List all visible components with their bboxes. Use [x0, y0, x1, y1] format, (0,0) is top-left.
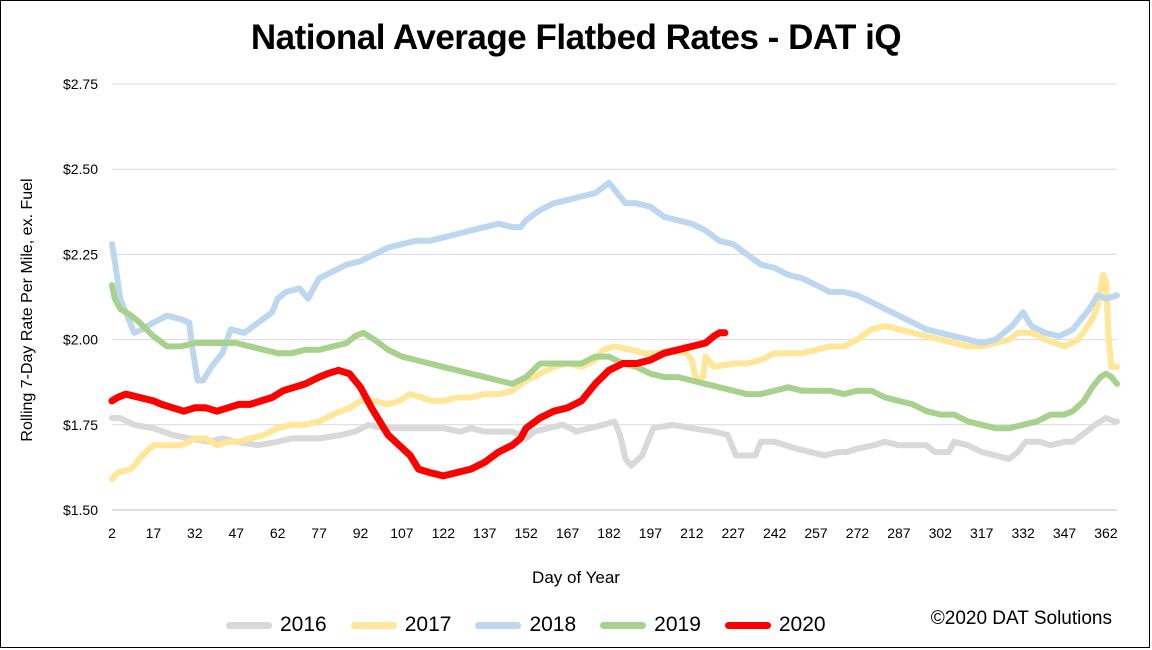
- x-tick-label: 77: [311, 525, 327, 541]
- y-tick-label: $2.25: [63, 246, 98, 262]
- x-tick-label: 212: [680, 525, 704, 541]
- x-tick-label: 287: [887, 525, 911, 541]
- legend-item-2017: 2017: [350, 613, 452, 637]
- chart-title: National Average Flatbed Rates - DAT iQ: [250, 18, 902, 57]
- x-tick-label: 227: [722, 525, 746, 541]
- legend-item-2018: 2018: [475, 613, 576, 637]
- x-tick-label: 242: [763, 525, 787, 541]
- series-line-2020: [108, 329, 729, 480]
- legend-swatch-2016: [226, 621, 272, 629]
- x-axis-label: Day of Year: [532, 568, 620, 587]
- legend-item-2020: 2020: [724, 613, 826, 637]
- legend-swatch-2020: [724, 621, 771, 629]
- y-tick-label: $2.00: [63, 332, 98, 348]
- legend-label-2017: 2017: [404, 613, 452, 636]
- legend-item-2016: 2016: [226, 613, 327, 637]
- series-lines: [108, 179, 1120, 483]
- y-tick-labels: $1.50 $1.75 $2.00 $2.25 $2.50 $2.75: [63, 76, 98, 518]
- series-line-2016: [109, 415, 1120, 469]
- x-tick-label: 32: [187, 525, 203, 541]
- y-tick-label: $2.50: [63, 161, 98, 177]
- legend-item-2019: 2019: [600, 613, 701, 637]
- y-tick-label: $1.50: [63, 502, 98, 518]
- x-tick-label: 152: [514, 525, 538, 541]
- legend-swatch-2018: [475, 621, 522, 629]
- x-tick-label: 137: [473, 525, 497, 541]
- series-line-2017: [109, 271, 1120, 483]
- legend-label-2016: 2016: [280, 613, 327, 636]
- x-tick-label: 197: [639, 525, 663, 541]
- x-tick-label: 302: [929, 525, 953, 541]
- x-tick-label: 107: [390, 525, 414, 541]
- legend-label-2020: 2020: [778, 613, 826, 636]
- x-tick-label: 167: [556, 525, 580, 541]
- x-tick-label: 362: [1094, 525, 1118, 541]
- legend: 2016 2017 2018 2019 2020: [226, 613, 850, 637]
- copyright-credit: ©2020 DAT Solutions: [930, 608, 1112, 629]
- x-tick-label: 17: [146, 525, 162, 541]
- legend-swatch-2019: [600, 621, 647, 629]
- x-tick-label: 272: [846, 525, 870, 541]
- x-tick-label: 182: [597, 525, 621, 541]
- y-tick-label: $1.75: [63, 417, 98, 433]
- y-tick-label: $2.75: [63, 76, 98, 92]
- legend-label-2019: 2019: [654, 613, 701, 636]
- x-tick-label: 92: [353, 525, 369, 541]
- legend-label-2018: 2018: [529, 613, 577, 636]
- x-tick-label: 332: [1011, 525, 1035, 541]
- x-tick-labels: 2 17 32 47 62 77 92 107 122 137 152 167 182 197 212 227…: [108, 525, 1118, 541]
- legend-swatch-2017: [350, 621, 397, 629]
- series-line-2019: [109, 282, 1120, 432]
- x-tick-label: 347: [1053, 525, 1077, 541]
- x-tick-label: 122: [432, 525, 456, 541]
- x-tick-label: 257: [804, 525, 828, 541]
- x-tick-label: 47: [228, 525, 244, 541]
- x-tick-label: 317: [970, 525, 994, 541]
- x-tick-label: 2: [108, 525, 116, 541]
- x-tick-label: 62: [270, 525, 286, 541]
